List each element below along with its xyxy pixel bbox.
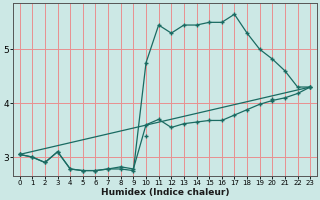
X-axis label: Humidex (Indice chaleur): Humidex (Indice chaleur) [101,188,229,197]
